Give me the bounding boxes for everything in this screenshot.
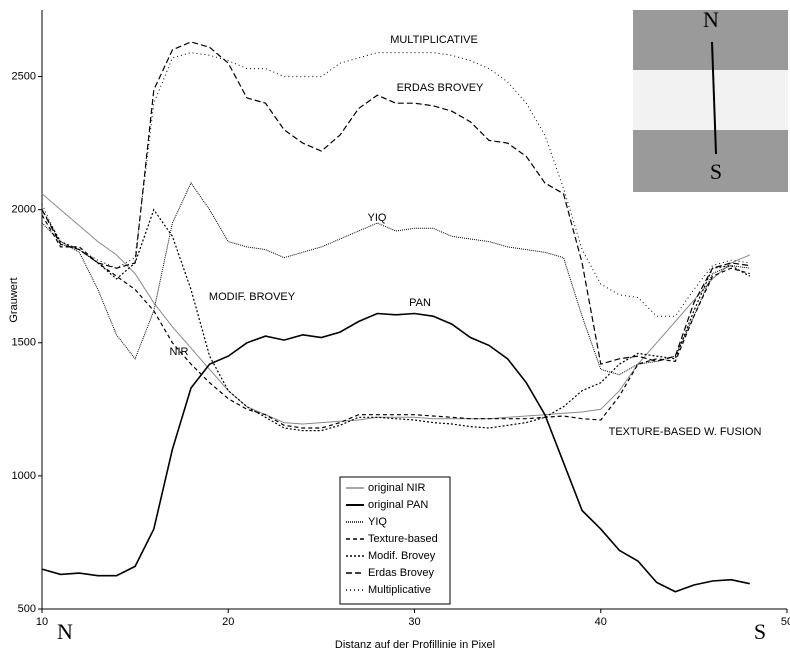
- page: N S N S Distanz auf der Profillinie in P…: [0, 0, 790, 658]
- annotation: NIR: [170, 346, 189, 358]
- inset-road: [633, 70, 788, 130]
- inset-south: S: [710, 159, 722, 184]
- annotation: PAN: [409, 297, 431, 309]
- annotation: MULTIPLICATIVE: [390, 34, 478, 46]
- legend-label: Multiplicative: [368, 584, 431, 596]
- north-label: N: [57, 619, 73, 644]
- legend-label: Texture-based: [368, 533, 438, 545]
- series-line: [42, 194, 750, 424]
- legend-label: original NIR: [368, 482, 426, 494]
- x-tick-label: 50: [781, 616, 790, 628]
- legend-label: Modif. Brovey: [368, 550, 436, 562]
- south-label: S: [754, 619, 766, 644]
- legend-label: YIQ: [368, 516, 387, 528]
- y-axis-title: Grauwert: [8, 277, 20, 322]
- annotation: ERDAS BROVEY: [397, 82, 484, 94]
- x-axis-title: Distanz auf der Profillinie in Pixel: [335, 639, 495, 651]
- chart: N S N S Distanz auf der Profillinie in P…: [0, 0, 790, 653]
- x-tick-label: 20: [222, 616, 234, 628]
- y-tick-label: 1000: [12, 470, 36, 482]
- x-tick-label: 10: [36, 616, 48, 628]
- x-tick-label: 40: [595, 616, 607, 628]
- annotation: TEXTURE-BASED W. FUSION: [609, 426, 762, 438]
- legend-label: original PAN: [368, 499, 428, 511]
- x-tick-label: 30: [408, 616, 420, 628]
- annotation: MODIF. BROVEY: [209, 291, 296, 303]
- y-tick-label: 500: [18, 603, 36, 615]
- y-tick-label: 2500: [12, 70, 36, 82]
- y-tick-label: 2000: [12, 204, 36, 216]
- y-tick-label: 1500: [12, 337, 36, 349]
- inset-north: N: [703, 7, 719, 32]
- legend-label: Erdas Brovey: [368, 567, 435, 579]
- series-line: [42, 210, 750, 431]
- series-line: [42, 215, 750, 428]
- series-line: [42, 183, 750, 375]
- annotation: YIQ: [368, 212, 387, 224]
